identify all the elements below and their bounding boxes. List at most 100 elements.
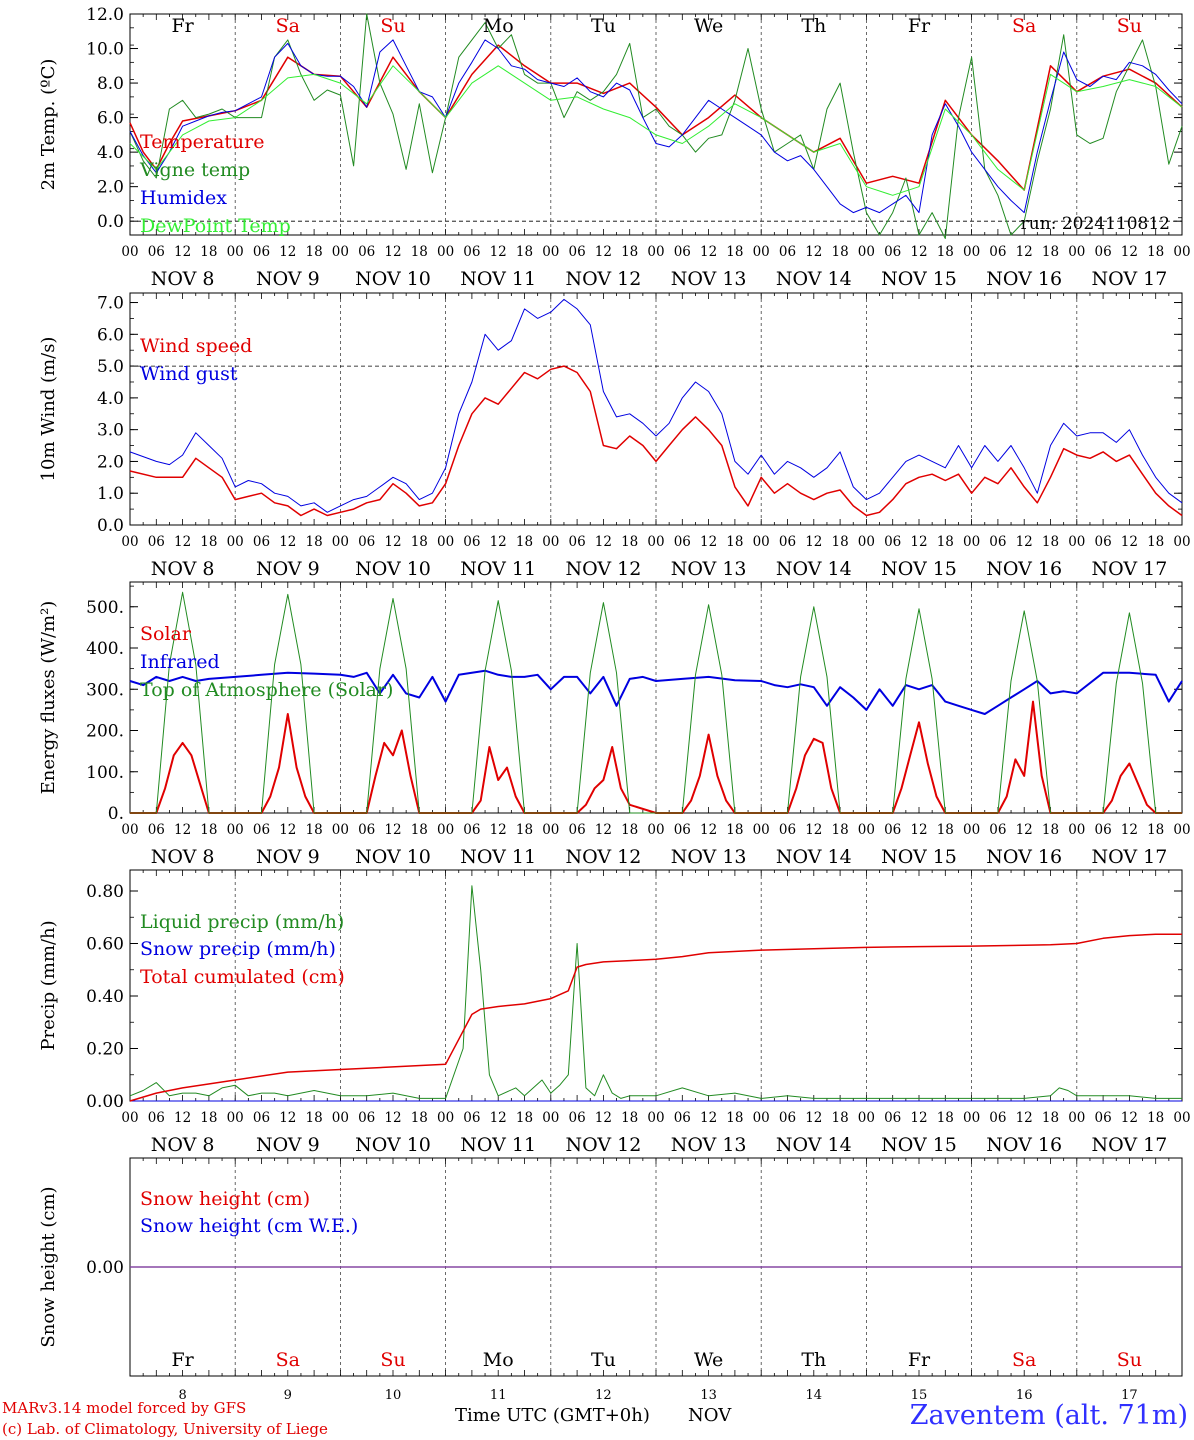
series-line-wind-gust xyxy=(129,298,1183,513)
x-hour-label: 18 xyxy=(200,822,217,838)
day-number-label: 12 xyxy=(595,1388,612,1403)
x-hour-label: 12 xyxy=(595,822,612,838)
x-date-label: NOV 16 xyxy=(986,558,1062,580)
x-hour-label: 18 xyxy=(411,822,428,838)
day-number-label: 15 xyxy=(911,1388,928,1403)
x-hour-label: 18 xyxy=(726,1110,743,1126)
x-hour-label: 12 xyxy=(1121,244,1138,260)
x-date-label: NOV 8 xyxy=(151,558,215,580)
x-hour-label: 06 xyxy=(779,1110,796,1126)
x-hour-label: 00 xyxy=(753,822,770,838)
x-date-label: NOV 10 xyxy=(355,268,431,290)
day-name-label: Fr xyxy=(171,1349,194,1371)
x-hour-label: 18 xyxy=(1147,244,1164,260)
day-name-label: Su xyxy=(380,1349,405,1371)
day-number-label: 14 xyxy=(806,1388,823,1403)
x-hour-label: 18 xyxy=(726,534,743,550)
x-hour-label: 00 xyxy=(858,534,875,550)
x-date-label: NOV 9 xyxy=(256,846,320,868)
day-number-label: 13 xyxy=(700,1388,717,1403)
x-hour-label: 12 xyxy=(384,1110,401,1126)
series-line-humidex xyxy=(129,39,1183,214)
x-hour-label: 12 xyxy=(490,534,507,550)
x-hour-label: 00 xyxy=(121,244,138,260)
x-hour-label: 12 xyxy=(1016,1110,1033,1126)
y-tick-label: 0.40 xyxy=(86,987,124,1007)
x-hour-label: 00 xyxy=(227,534,244,550)
y-tick-label: 300. xyxy=(86,680,124,700)
x-hour-label: 12 xyxy=(279,534,296,550)
x-hour-label: 06 xyxy=(989,1110,1006,1126)
y-axis-label: Snow height (cm) xyxy=(38,1186,59,1347)
day-name-label: Su xyxy=(380,15,405,37)
x-date-label: NOV 14 xyxy=(776,558,852,580)
y-tick-label: 0.80 xyxy=(86,882,124,902)
x-hour-label: 12 xyxy=(1121,1110,1138,1126)
x-date-label: NOV 12 xyxy=(565,558,641,580)
day-name-label: Fr xyxy=(171,15,194,37)
x-hour-label: 18 xyxy=(516,1110,533,1126)
x-hour-label: 18 xyxy=(726,244,743,260)
x-hour-label: 00 xyxy=(227,822,244,838)
x-hour-label: 00 xyxy=(753,244,770,260)
x-hour-label: 00 xyxy=(647,534,664,550)
x-hour-label: 18 xyxy=(832,1110,849,1126)
x-hour-label: 00 xyxy=(1068,1110,1085,1126)
y-tick-label: 0. xyxy=(108,804,124,824)
x-hour-label: 06 xyxy=(674,244,691,260)
x-date-label: NOV 11 xyxy=(460,558,536,580)
x-hour-label: 06 xyxy=(884,244,901,260)
series-line-wind-speed xyxy=(129,365,1183,517)
legend-label: Infrared xyxy=(140,651,220,673)
x-hour-label: 00 xyxy=(332,534,349,550)
x-hour-label: 00 xyxy=(647,822,664,838)
x-hour-label: 12 xyxy=(1016,534,1033,550)
x-hour-label: 06 xyxy=(463,244,480,260)
x-hour-label: 00 xyxy=(1068,534,1085,550)
x-hour-label: 00 xyxy=(227,1110,244,1126)
x-hour-label: 06 xyxy=(148,534,165,550)
x-date-label: NOV 17 xyxy=(1091,268,1167,290)
y-tick-label: 0.0 xyxy=(97,212,124,232)
x-hour-label: 06 xyxy=(463,1110,480,1126)
x-hour-label: 12 xyxy=(279,244,296,260)
legend-label: DewPoint Temp xyxy=(140,215,291,237)
day-name-label: Mo xyxy=(483,15,514,37)
x-date-label: NOV 15 xyxy=(881,268,957,290)
x-hour-label: 18 xyxy=(937,534,954,550)
run-annotation: run: 2024110812 xyxy=(1021,214,1170,234)
x-date-label: NOV 10 xyxy=(355,1134,431,1156)
x-hour-label: 06 xyxy=(358,534,375,550)
x-date-label: NOV 11 xyxy=(460,846,536,868)
x-date-label: NOV 12 xyxy=(565,268,641,290)
day-name-label: Sa xyxy=(276,1349,300,1371)
x-hour-label: 00 xyxy=(753,1110,770,1126)
x-hour-label: 06 xyxy=(569,244,586,260)
day-name-label: Su xyxy=(1117,15,1142,37)
x-date-label: NOV 10 xyxy=(355,558,431,580)
x-hour-label: 00 xyxy=(332,822,349,838)
model-credit: MARv3.14 model forced by GFS xyxy=(2,1399,247,1417)
day-name-label: Th xyxy=(801,15,826,37)
x-hour-label: 12 xyxy=(910,244,927,260)
x-hour-label: 18 xyxy=(516,244,533,260)
x-hour-label: 18 xyxy=(200,244,217,260)
x-hour-label: 12 xyxy=(595,244,612,260)
x-hour-label: 12 xyxy=(1121,534,1138,550)
x-hour-label: 00 xyxy=(437,244,454,260)
x-hour-label: 06 xyxy=(569,534,586,550)
x-date-label: NOV 12 xyxy=(565,1134,641,1156)
x-hour-label: 18 xyxy=(1042,822,1059,838)
y-tick-label: 7.0 xyxy=(97,294,124,314)
x-hour-label: 18 xyxy=(832,822,849,838)
x-date-label: NOV 11 xyxy=(460,1134,536,1156)
x-hour-label: 18 xyxy=(621,534,638,550)
x-hour-label: 12 xyxy=(174,1110,191,1126)
x-hour-label: 00 xyxy=(753,534,770,550)
x-hour-label: 12 xyxy=(384,534,401,550)
x-hour-label: 12 xyxy=(279,822,296,838)
x-hour-label: 18 xyxy=(937,1110,954,1126)
x-hour-label: 06 xyxy=(148,244,165,260)
day-name-label: We xyxy=(694,15,723,37)
